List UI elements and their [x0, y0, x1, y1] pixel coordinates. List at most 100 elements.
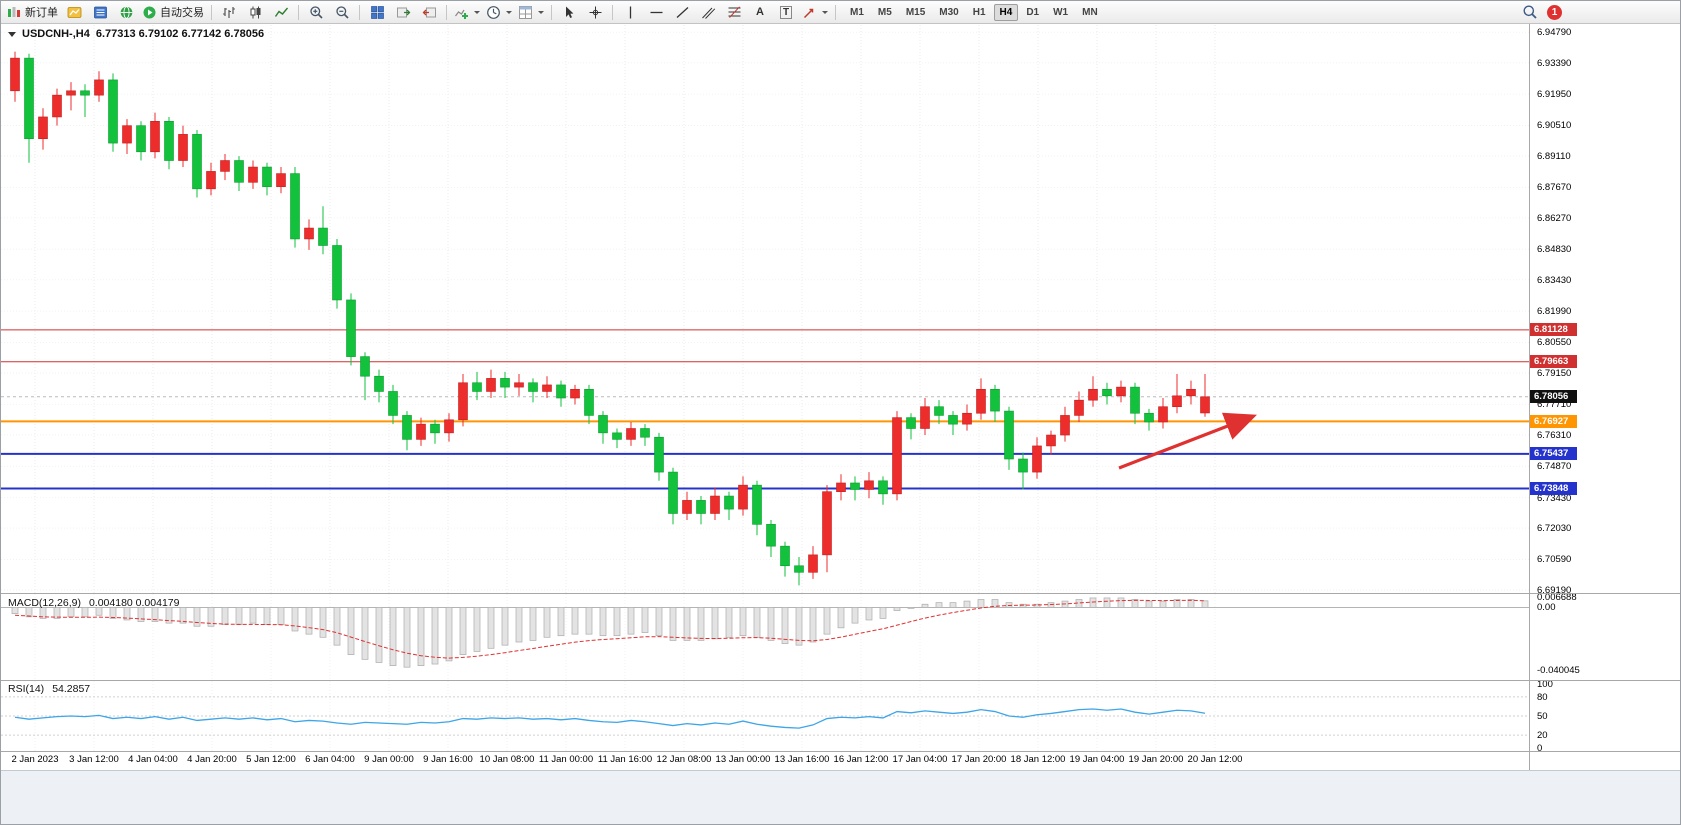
time-axis-label: 19 Jan 04:00 — [1069, 754, 1125, 765]
timeframe-mn[interactable]: MN — [1082, 6, 1098, 18]
time-axis-label: 11 Jan 16:00 — [597, 754, 653, 765]
rsi-panel-label: RSI(14) 54.2857 — [8, 683, 90, 695]
toolbar-separator — [211, 4, 212, 20]
label-tool-button[interactable]: T — [773, 3, 799, 21]
crosshair-tool-button[interactable] — [582, 3, 608, 21]
axis-label: 100 — [1537, 679, 1553, 691]
panel-splitter[interactable] — [1, 751, 1680, 752]
macd-histogram-bar — [809, 607, 817, 643]
macd-histogram-bar — [781, 607, 789, 644]
tile-windows-button[interactable] — [364, 3, 390, 21]
toolbar-right-cluster: 1 — [1522, 4, 1562, 20]
cursor-tool-button[interactable] — [556, 3, 582, 21]
macd-histogram-bar — [1103, 597, 1111, 608]
macd-histogram-bar — [893, 607, 901, 611]
price-line-tag[interactable]: 6.78056 — [1530, 390, 1577, 404]
axis-label: 6.72030 — [1537, 523, 1572, 535]
macd-histogram-bar — [1131, 599, 1139, 608]
timeframe-group: M1 M5 M15 M30 H1 H4 D1 W1 MN — [844, 3, 1104, 21]
axis-label: 0.00 — [1537, 602, 1556, 614]
timeframe-m15[interactable]: M15 — [905, 6, 926, 18]
arrows-tool-button[interactable] — [799, 3, 831, 21]
notification-badge[interactable]: 1 — [1547, 4, 1562, 20]
crosshair-icon — [589, 6, 601, 18]
chart-shift-button[interactable] — [416, 3, 442, 21]
arrow-shapes-icon — [803, 8, 814, 18]
axis-label: 6.80550 — [1537, 337, 1572, 349]
macd-histogram-bar — [137, 607, 145, 622]
macd-histogram-bar — [557, 607, 565, 637]
timeframe-h4[interactable]: H4 — [993, 3, 1019, 21]
new-order-icon — [8, 6, 20, 17]
chart-symbol-period: USDCNH-,H4 — [22, 28, 90, 40]
new-order-button[interactable]: 新订单 — [4, 3, 61, 21]
panel-splitter[interactable] — [1, 593, 1680, 594]
price-line-tag[interactable]: 6.79663 — [1530, 355, 1577, 369]
trend-arrow[interactable] — [1118, 412, 1257, 470]
periods-button[interactable] — [483, 3, 515, 21]
zoom-in-button[interactable] — [303, 3, 329, 21]
zoom-out-icon — [335, 5, 349, 19]
price-line-tag[interactable]: 6.73848 — [1530, 481, 1577, 495]
time-axis[interactable]: 2 Jan 2023 3 Jan 12:00 4 Jan 04:00 4 Jan 20… — [1, 752, 1529, 770]
price-axis[interactable]: 6.94790 6.93390 6.91950 6.90510 6.89110 6.876… — [1529, 23, 1680, 824]
timeframe-m1[interactable]: M1 — [850, 6, 864, 18]
timeframe-w1[interactable]: W1 — [1053, 6, 1069, 18]
auto-trading-icon — [143, 6, 156, 18]
text-tool-button[interactable]: A — [747, 3, 773, 21]
macd-histogram-bar — [39, 607, 47, 619]
bar-chart-mode-button[interactable] — [216, 3, 242, 21]
auto-scroll-button[interactable] — [390, 3, 416, 21]
chart-header: USDCNH-,H4 6.77313 6.79102 6.77142 6.780… — [8, 28, 264, 40]
macd-histogram-bar — [837, 607, 845, 629]
timeframe-m5[interactable]: M5 — [877, 6, 892, 18]
candles — [10, 51, 1210, 586]
text-tool-icon: A — [756, 6, 764, 18]
price-chart-canvas[interactable] — [1, 25, 1529, 593]
auto-trading-button[interactable]: 自动交易 — [139, 3, 207, 21]
axis-label: 6.90510 — [1537, 120, 1572, 132]
rsi-chart-canvas[interactable] — [1, 681, 1529, 751]
chevron-down-icon — [506, 10, 512, 14]
new-chart-button[interactable] — [61, 3, 87, 21]
channel-tool-button[interactable] — [695, 3, 721, 21]
price-line-tag[interactable]: 6.75437 — [1530, 447, 1577, 461]
macd-chart-canvas[interactable] — [1, 594, 1529, 679]
timeframe-d1[interactable]: D1 — [1026, 6, 1040, 18]
price-line-tag[interactable]: 6.81128 — [1530, 323, 1577, 337]
price-line-tag[interactable]: 6.76927 — [1530, 414, 1577, 428]
time-axis-label: 3 Jan 12:00 — [69, 754, 119, 765]
toolbar-separator — [551, 4, 552, 20]
macd-histogram-bar — [1089, 597, 1097, 608]
time-axis-label: 5 Jan 12:00 — [246, 754, 296, 765]
bar-chart-icon — [222, 6, 235, 18]
macd-histogram-bar — [445, 607, 453, 662]
candlestick-mode-button[interactable] — [242, 3, 268, 21]
collapse-chart-icon[interactable] — [8, 31, 16, 37]
macd-histogram-bar — [767, 607, 775, 641]
fibonacci-tool-button[interactable] — [721, 3, 747, 21]
toolbar: 新订单 自动交易 — [1, 1, 1680, 24]
macd-histogram-bar — [263, 607, 271, 626]
axis-label: 6.69190 — [1537, 584, 1572, 596]
market-watch-button[interactable] — [87, 3, 113, 21]
macd-histogram-bar — [669, 607, 677, 641]
chart-shift-icon — [422, 7, 436, 17]
horizontal-line-tool-button[interactable] — [643, 3, 669, 21]
community-button[interactable] — [113, 3, 139, 21]
templates-icon — [519, 5, 532, 19]
timeframe-m30[interactable]: M30 — [939, 6, 959, 18]
macd-panel-label: MACD(12,26,9) 0.004180 0.004179 — [8, 597, 179, 609]
panel-splitter[interactable] — [1, 680, 1680, 681]
macd-histogram-bar — [949, 602, 957, 608]
indicators-button[interactable] — [451, 3, 483, 21]
trendline-tool-button[interactable] — [669, 3, 695, 21]
templates-button[interactable] — [515, 3, 547, 21]
vertical-line-tool-button[interactable] — [617, 3, 643, 21]
zoom-out-button[interactable] — [329, 3, 355, 21]
timeframe-h1[interactable]: H1 — [972, 6, 986, 18]
line-chart-mode-button[interactable] — [268, 3, 294, 21]
search-icon[interactable] — [1522, 4, 1538, 20]
macd-histogram-bar — [319, 607, 327, 638]
axis-label: 20 — [1537, 730, 1548, 742]
